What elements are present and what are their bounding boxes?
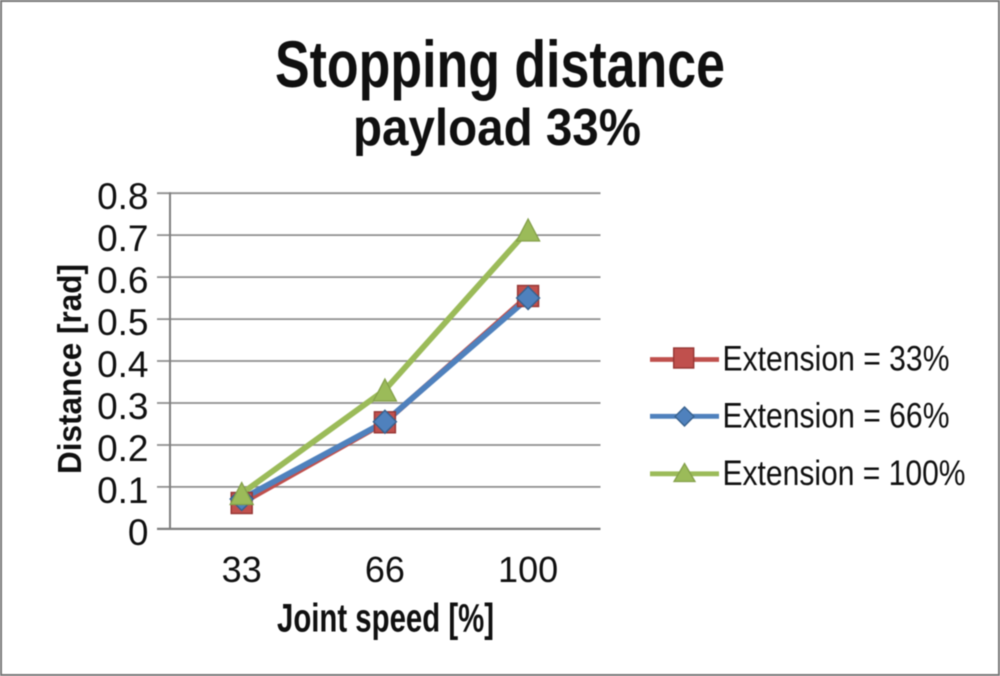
- svg-text:0.4: 0.4: [97, 344, 148, 385]
- svg-text:0.1: 0.1: [97, 470, 148, 511]
- svg-text:33: 33: [222, 549, 262, 590]
- svg-text:Joint speed [%]: Joint speed [%]: [277, 597, 494, 641]
- svg-text:Extension = 33%: Extension = 33%: [723, 340, 950, 379]
- svg-text:0.3: 0.3: [97, 386, 148, 427]
- svg-text:0: 0: [128, 512, 149, 553]
- svg-text:Distance [rad]: Distance [rad]: [51, 264, 88, 474]
- svg-text:Extension = 66%: Extension = 66%: [723, 396, 950, 435]
- svg-text:Extension = 100%: Extension = 100%: [723, 454, 966, 493]
- svg-text:100: 100: [498, 549, 558, 590]
- svg-text:0.8: 0.8: [97, 176, 148, 217]
- svg-text:0.6: 0.6: [97, 260, 148, 301]
- svg-text:0.5: 0.5: [97, 302, 148, 343]
- svg-text:66: 66: [365, 549, 405, 590]
- svg-text:Stopping distance: Stopping distance: [275, 27, 725, 101]
- svg-text:0.2: 0.2: [97, 428, 148, 469]
- svg-text:payload 33%: payload 33%: [353, 99, 641, 157]
- svg-text:0.7: 0.7: [97, 218, 148, 259]
